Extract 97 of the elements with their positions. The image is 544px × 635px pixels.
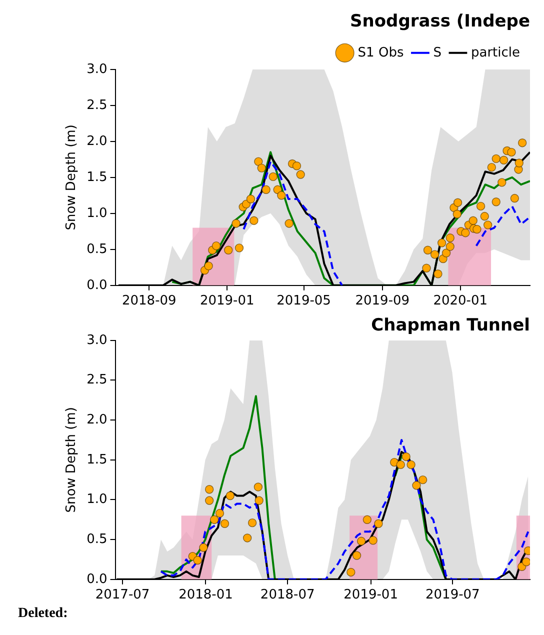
point	[226, 491, 234, 500]
point	[284, 219, 294, 228]
point	[487, 162, 496, 172]
point	[518, 138, 527, 148]
x-tick-label: 2018-09	[122, 294, 176, 309]
point	[224, 246, 233, 254]
y-tick-label: 0.5	[86, 242, 108, 257]
point	[292, 162, 302, 170]
point	[193, 556, 202, 565]
text: Deleted:	[18, 606, 69, 622]
point	[498, 178, 506, 187]
point	[374, 519, 383, 528]
y-axis-title: Snow Depth (m)	[64, 124, 80, 230]
point	[434, 270, 442, 278]
point	[423, 246, 432, 254]
point	[248, 518, 257, 528]
point	[442, 248, 451, 258]
point	[268, 172, 278, 182]
x-tick-label: 2019-01	[344, 588, 398, 603]
point	[254, 482, 263, 492]
chart-title: Chapman Tunnel	[371, 316, 530, 336]
point	[452, 210, 462, 218]
point	[430, 250, 440, 259]
point	[254, 496, 264, 505]
point	[476, 202, 486, 211]
point	[362, 515, 372, 524]
point	[402, 452, 410, 462]
point	[514, 158, 524, 168]
point	[412, 481, 421, 490]
y-tick-label: 0.0	[86, 278, 108, 293]
x-tick-label: 2019-01	[200, 294, 254, 309]
point	[453, 198, 462, 207]
point	[356, 536, 366, 546]
point	[204, 485, 214, 494]
x-tick-label: 2019-09	[355, 294, 410, 309]
point	[446, 242, 454, 251]
legend-label: S	[433, 45, 442, 60]
y-tick-label: 0.0	[86, 572, 108, 587]
point	[250, 216, 258, 225]
y-tick-label: 2.5	[86, 372, 108, 388]
point	[254, 157, 263, 166]
y-tick-label: 1.0	[86, 206, 108, 221]
point	[346, 568, 356, 577]
point	[396, 460, 406, 470]
point	[210, 515, 219, 524]
y-tick-label: 3.0	[86, 332, 108, 348]
y-tick-label: 1.5	[86, 452, 108, 468]
y-tick-label: 2.0	[86, 412, 108, 428]
y-tick-label: 3.0	[86, 62, 108, 77]
point	[212, 241, 221, 250]
point	[257, 164, 266, 172]
point	[220, 519, 230, 528]
point	[262, 185, 270, 194]
point	[483, 220, 492, 230]
line-series	[160, 438, 530, 580]
point	[352, 551, 362, 560]
point	[199, 543, 208, 552]
point	[480, 212, 489, 221]
point	[492, 154, 500, 164]
point	[446, 234, 454, 242]
point	[296, 170, 305, 179]
point	[204, 496, 214, 505]
point	[215, 508, 224, 518]
x-tick-label: 2018-01	[178, 588, 233, 603]
point	[242, 534, 252, 542]
point	[468, 216, 478, 225]
y-tick-label: 2.0	[86, 134, 108, 149]
x-tick-label: 2019-07	[426, 588, 480, 603]
y-tick-label: 0.5	[86, 532, 108, 547]
x-tick-label: 2018-07	[260, 588, 315, 603]
point	[510, 194, 520, 203]
point	[422, 264, 431, 272]
point	[522, 558, 530, 566]
point	[492, 198, 500, 206]
x-tick-label: 2020-01	[433, 294, 488, 309]
y-axis-title: Snow Depth (m)	[64, 407, 80, 513]
point	[234, 244, 244, 252]
y-tick-label: 1.0	[86, 492, 108, 508]
point	[499, 156, 508, 164]
y-tick-label: 2.5	[86, 98, 108, 113]
point	[406, 460, 416, 470]
y-tick-label: 1.5	[86, 170, 108, 185]
point	[472, 224, 482, 234]
point	[232, 219, 240, 228]
point	[368, 536, 378, 545]
point	[246, 194, 256, 204]
x-tick-label: 2017-07	[95, 588, 150, 603]
point	[204, 262, 213, 270]
legend-label: S1 Obs	[358, 45, 404, 60]
point	[437, 238, 446, 248]
legend-label: particle	[470, 45, 520, 60]
chart-title: Snodgrass (Indepe	[350, 12, 530, 32]
point	[277, 191, 286, 200]
point	[507, 148, 516, 157]
x-tick-label: 2019-05	[276, 294, 331, 309]
point	[418, 475, 428, 484]
point	[461, 228, 470, 238]
